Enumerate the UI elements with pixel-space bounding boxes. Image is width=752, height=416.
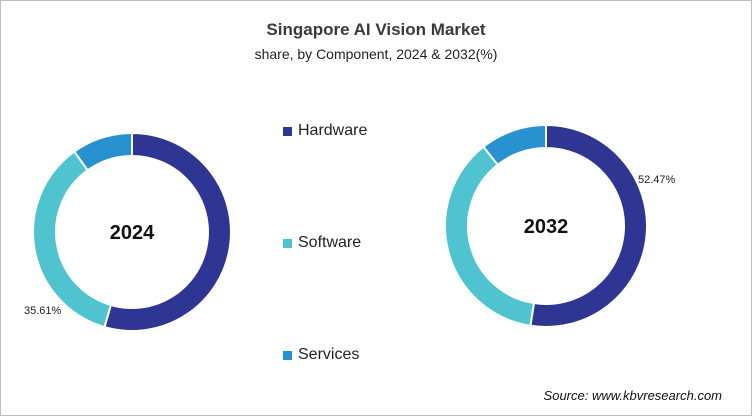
- donut-2032-segment-software: [444, 145, 536, 327]
- donut-center-label-2024: 2024: [110, 222, 155, 244]
- legend-label-services: Services: [298, 346, 360, 363]
- donut-2032-segment-services: [482, 123, 547, 167]
- chart-subtitle: share, by Component, 2024 & 2032(%): [254, 46, 498, 62]
- legend-item-services: Services: [283, 346, 359, 364]
- legend-label-software: Software: [298, 234, 362, 251]
- donut-2024-segment-software: [32, 150, 113, 329]
- source-note: Source: www.kbvresearch.com: [543, 388, 722, 403]
- legend-swatch-services: [283, 350, 292, 360]
- legend-swatch-software: [283, 238, 292, 248]
- donut-2024-segment-hardware: [103, 131, 232, 332]
- data-label-2032-hardware: 52.47%: [638, 174, 676, 186]
- chart-title: Singapore AI Vision Market: [266, 20, 486, 39]
- donut-2032-segment-hardware: [529, 123, 648, 328]
- data-label-2024-software: 35.61%: [24, 305, 62, 317]
- legend-item-software: Software: [283, 234, 361, 252]
- legend-item-hardware: Hardware: [283, 122, 367, 140]
- legend-swatch-hardware: [283, 126, 292, 136]
- donut-center-label-2032: 2032: [524, 216, 569, 238]
- donut-2024-segment-services: [72, 131, 133, 172]
- legend-label-hardware: Hardware: [298, 122, 368, 139]
